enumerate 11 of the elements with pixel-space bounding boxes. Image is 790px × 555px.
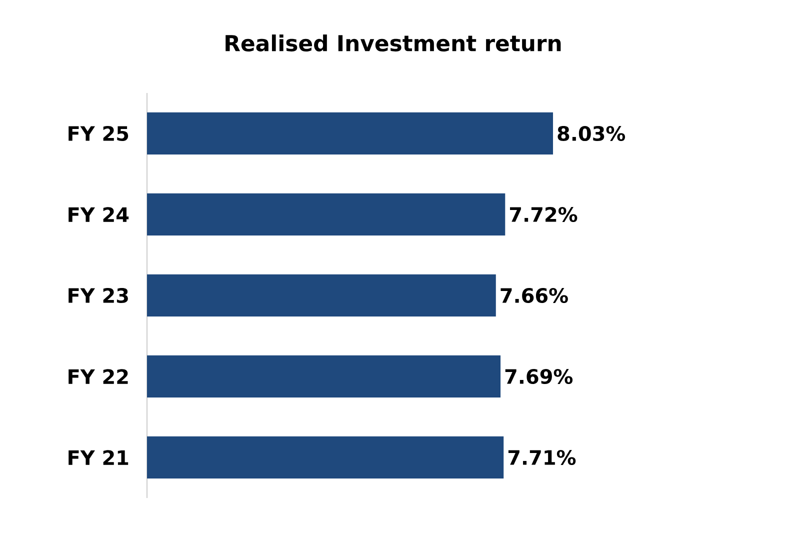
- data-label: 7.72%: [510, 206, 578, 222]
- y-tick-label: FY 24: [68, 207, 129, 222]
- data-label: 7.66%: [500, 288, 568, 304]
- data-label: 7.71%: [508, 450, 576, 466]
- data-label: 7.69%: [505, 368, 573, 384]
- y-tick-label: FY 23: [68, 288, 128, 304]
- chart-title: Realised Investment return: [226, 34, 561, 52]
- y-tick-label: FY 25: [68, 126, 128, 142]
- data-label: 8.03%: [558, 126, 626, 142]
- y-tick-label: FY 22: [68, 369, 128, 384]
- y-tick-label: FY 21: [68, 450, 128, 465]
